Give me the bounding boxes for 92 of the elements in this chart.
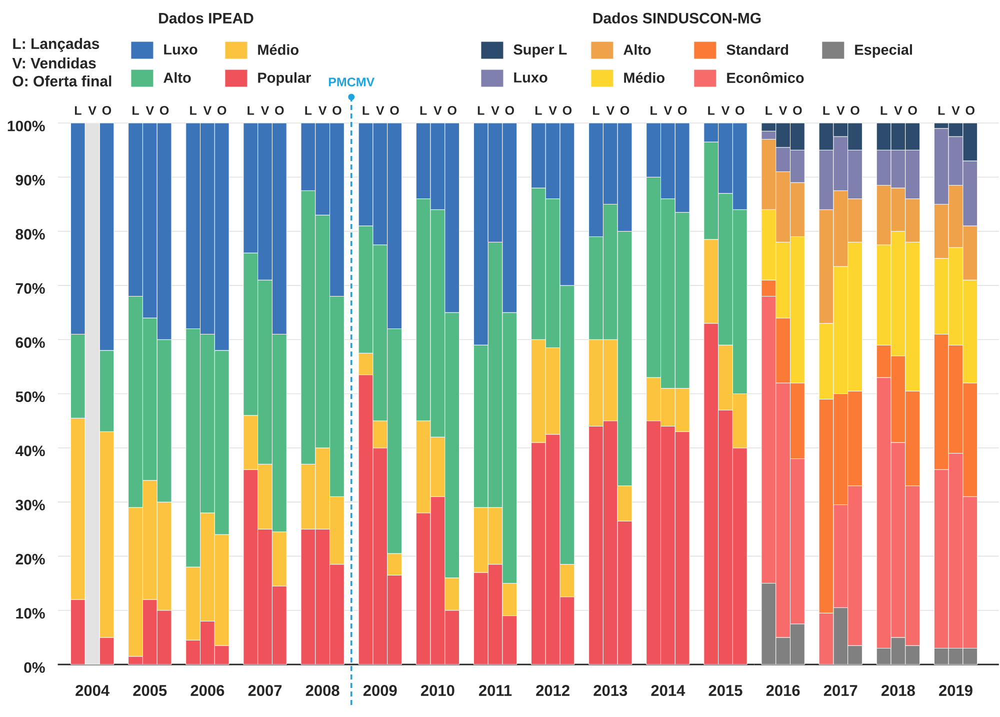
annotation: O — [850, 106, 860, 115]
legend-label: Alto — [624, 44, 651, 55]
x-tick-label: 2004 — [76, 685, 110, 696]
legend-title: Dados IPEAD — [159, 12, 254, 24]
annotation: O — [505, 106, 514, 115]
legend-label: Luxo — [514, 72, 548, 83]
x-tick-label: 2019 — [939, 685, 972, 696]
legend-label: Alto — [164, 72, 191, 83]
annotation: L — [132, 106, 139, 115]
annotation: V — [778, 106, 788, 115]
annotation: V — [88, 106, 96, 115]
annotation: L — [593, 106, 600, 115]
annotation: L — [190, 106, 196, 115]
y-tick-label: 60% — [16, 337, 45, 348]
annotation: L — [74, 106, 82, 115]
annotation: L — [535, 106, 542, 115]
legend-label: Popular — [258, 72, 311, 86]
annotation: V — [376, 106, 384, 115]
legend-label: Standard — [726, 44, 788, 55]
annotation: V — [664, 106, 672, 115]
annotation: L — [248, 106, 254, 115]
text: O: Oferta final — [12, 75, 112, 86]
annotation: V — [952, 106, 960, 115]
x-tick-label: 2006 — [190, 685, 224, 696]
annotation: O — [160, 106, 169, 115]
y-tick-label: 80% — [16, 228, 45, 240]
annotation: L — [305, 106, 312, 115]
annotation: O — [218, 106, 226, 115]
annotation: V — [491, 106, 500, 115]
annotation: O — [562, 106, 572, 115]
x-tick-label: 2009 — [363, 685, 397, 696]
annotation: V — [721, 106, 730, 115]
y-tick-label: 30% — [16, 500, 45, 510]
annotation: V — [260, 106, 270, 115]
x-tick-label: 2008 — [306, 685, 340, 696]
y-tick-label: 70% — [16, 283, 45, 294]
text: V: Vendidas — [12, 57, 96, 68]
annotation: L — [766, 106, 772, 115]
annotation: V — [203, 106, 212, 115]
x-tick-label: 2017 — [824, 685, 858, 696]
legend-label: Super L — [514, 44, 567, 58]
annotation: L — [880, 106, 888, 115]
legend-label: Médio — [624, 72, 665, 83]
y-tick-label: 20% — [16, 554, 45, 565]
annotation: O — [793, 106, 802, 115]
x-tick-label: 2007 — [248, 685, 282, 696]
y-tick-label: 100% — [8, 120, 45, 132]
x-tick-label: 2013 — [594, 685, 628, 696]
x-tick-label: 2012 — [536, 685, 570, 696]
x-tick-label: 2011 — [478, 685, 512, 696]
annotation: O — [966, 106, 974, 115]
annotation: L — [938, 106, 945, 115]
annotation: O — [620, 106, 630, 115]
x-tick-label: 2014 — [651, 685, 686, 696]
ref-line-label: PMCMV — [328, 78, 375, 86]
annotation: O — [102, 106, 112, 115]
legend-label: Econômico — [727, 72, 804, 83]
annotation: L — [362, 106, 370, 115]
annotation: V — [146, 106, 154, 115]
legend-title: Dados SINDUSCON-MG — [593, 12, 761, 24]
annotation: L — [650, 106, 657, 115]
annotation: O — [678, 106, 687, 115]
y-tick-label: 50% — [16, 391, 45, 402]
annotation: L — [823, 106, 830, 115]
annotation: V — [836, 106, 845, 115]
legend-label: Médio — [258, 44, 299, 55]
annotation: O — [448, 106, 456, 115]
annotation: O — [275, 106, 284, 115]
x-tick-label: 2016 — [766, 685, 800, 696]
annotation: V — [318, 106, 327, 115]
annotation: O — [390, 106, 399, 115]
y-tick-label: 90% — [16, 174, 45, 186]
annotation: O — [332, 106, 342, 115]
x-tick-label: 2005 — [133, 685, 167, 696]
annotation: L — [708, 106, 715, 115]
x-tick-label: 2015 — [708, 685, 742, 696]
annotation: V — [548, 106, 557, 115]
legend-label: Luxo — [164, 44, 198, 55]
annotation: V — [606, 106, 614, 115]
legend-label: Especial — [855, 44, 912, 58]
x-tick-label: 2018 — [881, 685, 915, 696]
annotation: V — [434, 106, 442, 115]
annotation: L — [420, 106, 427, 115]
y-tick-label: 0% — [24, 662, 45, 673]
annotation: V — [894, 106, 902, 115]
y-tick-label: 40% — [15, 446, 45, 456]
annotation: L — [478, 106, 484, 115]
text: L: Lançadas — [13, 38, 100, 52]
y-tick-label: 10% — [16, 608, 45, 619]
annotation: O — [908, 106, 917, 115]
x-tick-label: 2010 — [420, 685, 454, 696]
annotation: O — [736, 106, 744, 115]
